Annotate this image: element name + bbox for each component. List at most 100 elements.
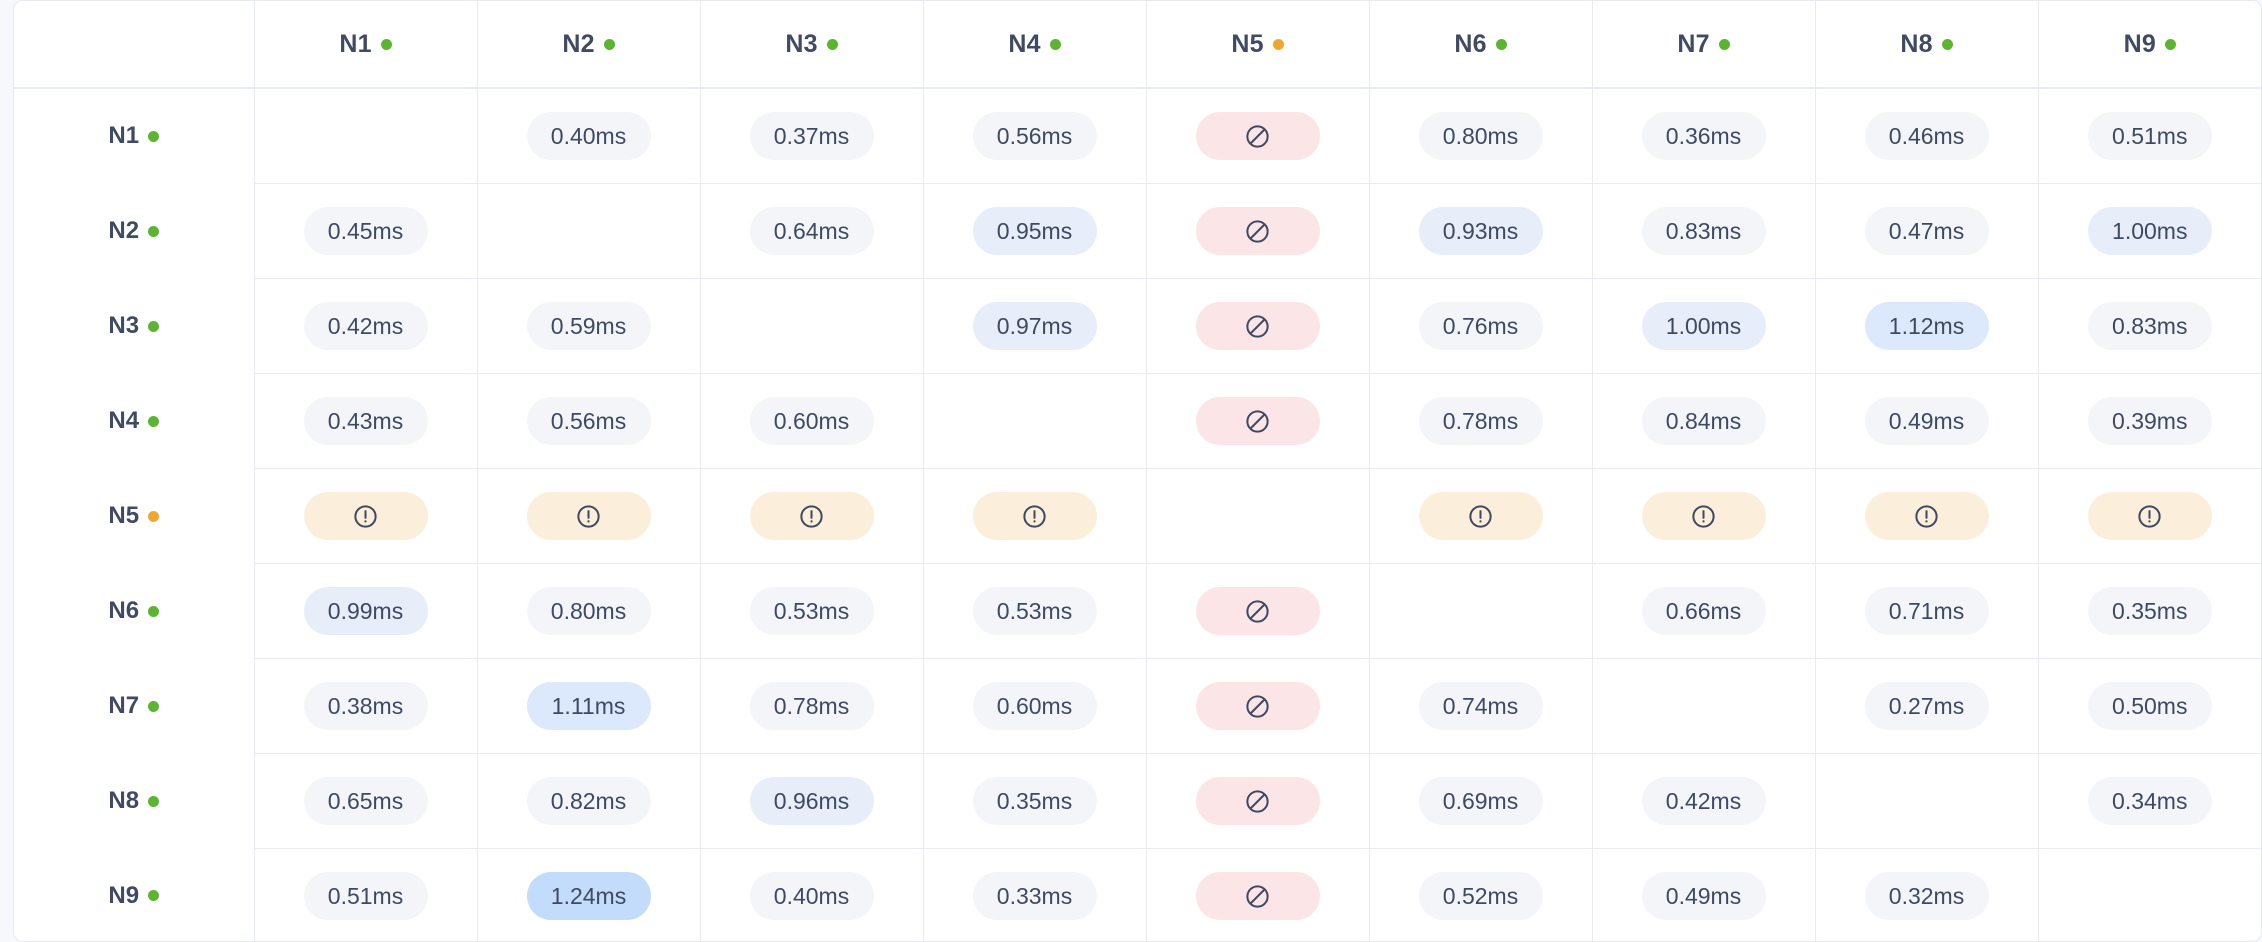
latency-cell-n4-n1[interactable]: 0.43ms [254,373,478,469]
row-header-n5[interactable]: N5 [14,468,255,564]
latency-cell-n1-n2[interactable]: 0.40ms [477,88,701,184]
latency-cell-n9-n3[interactable]: 0.40ms [700,848,924,941]
column-header-n3[interactable]: N3 [700,1,924,89]
latency-cell-n6-n7[interactable]: 0.66ms [1592,563,1816,659]
latency-cell-n2-n8[interactable]: 0.47ms [1815,183,2039,279]
latency-cell-n2-n5[interactable] [1146,183,1370,279]
latency-cell-n3-n8[interactable]: 1.12ms [1815,278,2039,374]
row-header-n8[interactable]: N8 [14,753,255,849]
latency-cell-n6-n3[interactable]: 0.53ms [700,563,924,659]
latency-cell-n1-n8[interactable]: 0.46ms [1815,88,2039,184]
latency-cell-n7-n9[interactable]: 0.50ms [2038,658,2261,754]
column-header-n4[interactable]: N4 [923,1,1147,89]
latency-cell-n2-n4[interactable]: 0.95ms [923,183,1147,279]
latency-cell-n1-n9[interactable]: 0.51ms [2038,88,2261,184]
column-header-n6[interactable]: N6 [1369,1,1593,89]
latency-cell-n8-n2[interactable]: 0.82ms [477,753,701,849]
latency-cell-n1-n5[interactable] [1146,88,1370,184]
latency-cell-n1-n3[interactable]: 0.37ms [700,88,924,184]
latency-cell-n4-n8[interactable]: 0.49ms [1815,373,2039,469]
latency-cell-n5-n7[interactable] [1592,468,1816,564]
latency-cell-n5-n9[interactable] [2038,468,2261,564]
row-header-n2[interactable]: N2 [14,183,255,279]
column-header-n5[interactable]: N5 [1146,1,1370,89]
latency-cell-n6-n4[interactable]: 0.53ms [923,563,1147,659]
latency-cell-n6-n1[interactable]: 0.99ms [254,563,478,659]
latency-cell-n5-n3[interactable] [700,468,924,564]
latency-cell-n4-n7[interactable]: 0.84ms [1592,373,1816,469]
latency-cell-n9-n2[interactable]: 1.24ms [477,848,701,941]
latency-cell-n1-n7[interactable]: 0.36ms [1592,88,1816,184]
row-header-label: N6 [108,597,140,624]
status-dot-n1 [380,38,392,50]
latency-cell-n3-n7[interactable]: 1.00ms [1592,278,1816,374]
latency-cell-n2-n9[interactable]: 1.00ms [2038,183,2261,279]
latency-cell-n5-n4[interactable] [923,468,1147,564]
latency-cell-n6-n9[interactable]: 0.35ms [2038,563,2261,659]
latency-cell-n8-n5[interactable] [1146,753,1370,849]
warning-pill [1418,492,1543,540]
latency-cell-n5-n1[interactable] [254,468,478,564]
latency-cell-n3-n1[interactable]: 0.42ms [254,278,478,374]
row-header-label: N7 [108,692,140,719]
latency-cell-n1-n4[interactable]: 0.56ms [923,88,1147,184]
latency-cell-n5-n6[interactable] [1369,468,1593,564]
row-header-n9[interactable]: N9 [14,848,255,941]
status-dot-n7 [148,700,160,712]
latency-cell-n4-n6[interactable]: 0.78ms [1369,373,1593,469]
latency-cell-n7-n5[interactable] [1146,658,1370,754]
latency-cell-n8-n1[interactable]: 0.65ms [254,753,478,849]
latency-cell-n1-n6[interactable]: 0.80ms [1369,88,1593,184]
latency-cell-n6-n2[interactable]: 0.80ms [477,563,701,659]
table-row: N1 0.40ms 0.37ms 0.56ms 0.80ms 0.36ms 0.46ms 0.… [14,88,2261,184]
column-header-n1[interactable]: N1 [254,1,478,89]
row-header-n7[interactable]: N7 [14,658,255,754]
latency-cell-n3-n9[interactable]: 0.83ms [2038,278,2261,374]
column-header-n7[interactable]: N7 [1592,1,1816,89]
latency-cell-self-n7 [1592,658,1816,754]
latency-cell-n5-n2[interactable] [477,468,701,564]
latency-cell-n3-n4[interactable]: 0.97ms [923,278,1147,374]
latency-cell-n7-n2[interactable]: 1.11ms [477,658,701,754]
column-header-n2[interactable]: N2 [477,1,701,89]
column-header-n8[interactable]: N8 [1815,1,2039,89]
latency-cell-n8-n7[interactable]: 0.42ms [1592,753,1816,849]
latency-cell-n8-n9[interactable]: 0.34ms [2038,753,2261,849]
latency-cell-n3-n5[interactable] [1146,278,1370,374]
latency-cell-n7-n6[interactable]: 0.74ms [1369,658,1593,754]
latency-cell-n3-n6[interactable]: 0.76ms [1369,278,1593,374]
column-header-n9[interactable]: N9 [2038,1,2261,89]
latency-cell-n8-n6[interactable]: 0.69ms [1369,753,1593,849]
latency-cell-n3-n2[interactable]: 0.59ms [477,278,701,374]
latency-pill: 0.35ms [972,777,1097,825]
latency-cell-n9-n8[interactable]: 0.32ms [1815,848,2039,941]
latency-cell-n2-n6[interactable]: 0.93ms [1369,183,1593,279]
row-header-n6[interactable]: N6 [14,563,255,659]
latency-cell-n2-n3[interactable]: 0.64ms [700,183,924,279]
latency-cell-n9-n7[interactable]: 0.49ms [1592,848,1816,941]
latency-cell-n8-n3[interactable]: 0.96ms [700,753,924,849]
latency-cell-n4-n2[interactable]: 0.56ms [477,373,701,469]
row-header-n4[interactable]: N4 [14,373,255,469]
latency-cell-n4-n5[interactable] [1146,373,1370,469]
row-header-n1[interactable]: N1 [14,88,255,184]
latency-cell-n2-n7[interactable]: 0.83ms [1592,183,1816,279]
latency-cell-n9-n5[interactable] [1146,848,1370,941]
latency-cell-n6-n5[interactable] [1146,563,1370,659]
row-header-n3[interactable]: N3 [14,278,255,374]
latency-cell-n8-n4[interactable]: 0.35ms [923,753,1147,849]
latency-cell-n9-n6[interactable]: 0.52ms [1369,848,1593,941]
latency-cell-n4-n3[interactable]: 0.60ms [700,373,924,469]
latency-cell-n5-n8[interactable] [1815,468,2039,564]
latency-cell-n9-n4[interactable]: 0.33ms [923,848,1147,941]
latency-cell-n7-n4[interactable]: 0.60ms [923,658,1147,754]
latency-cell-n7-n1[interactable]: 0.38ms [254,658,478,754]
column-header-label: N9 [2123,29,2156,58]
latency-cell-n9-n1[interactable]: 0.51ms [254,848,478,941]
latency-cell-n4-n9[interactable]: 0.39ms [2038,373,2261,469]
latency-cell-n2-n1[interactable]: 0.45ms [254,183,478,279]
latency-cell-n7-n8[interactable]: 0.27ms [1815,658,2039,754]
alert-circle-icon [1469,504,1492,528]
latency-cell-n7-n3[interactable]: 0.78ms [700,658,924,754]
latency-cell-n6-n8[interactable]: 0.71ms [1815,563,2039,659]
